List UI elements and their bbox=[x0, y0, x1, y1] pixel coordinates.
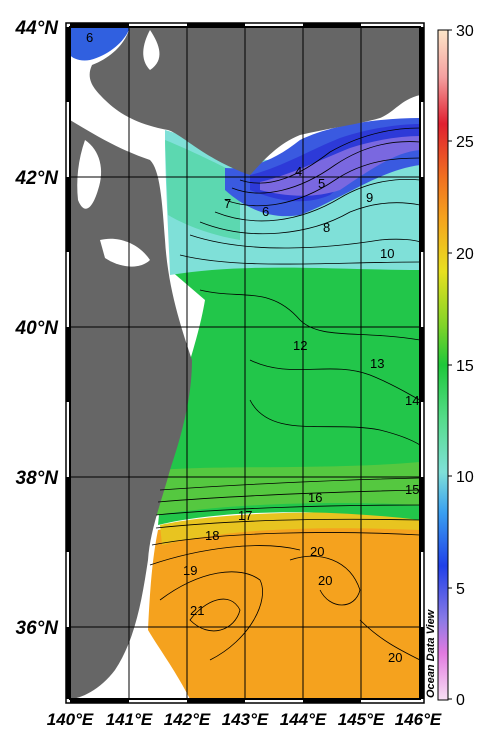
map-plot: 6 4 5 7 6 9 8 10 12 13 14 16 15 17 18 19… bbox=[70, 27, 420, 699]
lat-label: 42°N bbox=[15, 168, 60, 189]
colorbar: 30 25 20 15 10 5 0 bbox=[437, 23, 474, 709]
contour-lines bbox=[149, 127, 420, 661]
colorbar-tick-label: 25 bbox=[456, 134, 474, 151]
contour-label: 20 bbox=[318, 573, 332, 588]
lat-label: 36°N bbox=[16, 618, 60, 639]
contour-label: 8 bbox=[323, 220, 330, 235]
lon-label: 146°E bbox=[395, 710, 442, 729]
lon-label: 143°E bbox=[222, 710, 269, 729]
border-ticks bbox=[66, 23, 424, 703]
contour-label: 6 bbox=[86, 30, 93, 45]
lon-label: 141°E bbox=[106, 710, 153, 729]
contour-label: 19 bbox=[183, 563, 197, 578]
colorbar-tick-label: 20 bbox=[456, 246, 474, 263]
contour-label: 21 bbox=[190, 603, 204, 618]
contour-label: 5 bbox=[318, 176, 325, 191]
colorbar-ramp bbox=[437, 29, 449, 701]
contour-label: 20 bbox=[310, 544, 324, 559]
lat-label: 38°N bbox=[16, 468, 60, 489]
lat-label: 44°N bbox=[15, 18, 60, 39]
contour-label: 9 bbox=[366, 190, 373, 205]
contour-label: 13 bbox=[370, 356, 384, 371]
map-border bbox=[65, 22, 425, 704]
lon-label: 140°E bbox=[47, 710, 94, 729]
lon-label: 144°E bbox=[280, 710, 327, 729]
contour-label: 17 bbox=[238, 508, 252, 523]
colorbar-tick-label: 0 bbox=[456, 692, 465, 709]
map-frame bbox=[69, 26, 421, 700]
colorbar-tick-label: 10 bbox=[456, 469, 474, 486]
lat-label: 40°N bbox=[15, 318, 60, 339]
lon-label: 142°E bbox=[164, 710, 211, 729]
contour-label: 7 bbox=[224, 196, 231, 211]
watermark-text: Ocean Data View bbox=[425, 608, 437, 698]
lon-label: 145°E bbox=[338, 710, 385, 729]
colorbar-tick-label: 5 bbox=[456, 581, 465, 598]
contour-label-group: 6 4 5 7 6 9 8 10 12 13 14 16 15 17 18 19… bbox=[86, 30, 419, 665]
colorbar-tick-label: 30 bbox=[456, 23, 474, 40]
contour-label: 4 bbox=[295, 164, 302, 179]
contour-label: 10 bbox=[380, 246, 394, 261]
lat-axis: 44°N 42°N 40°N 38°N 36°N bbox=[15, 18, 60, 639]
contour-label: 12 bbox=[293, 338, 307, 353]
lon-axis: 140°E 141°E 142°E 143°E 144°E 145°E 146°… bbox=[47, 710, 442, 729]
colorbar-tick-label: 15 bbox=[456, 358, 474, 375]
graticule bbox=[70, 27, 420, 699]
land bbox=[70, 27, 420, 699]
contour-label: 18 bbox=[205, 528, 219, 543]
contour-label: 15 bbox=[405, 482, 419, 497]
contour-label: 14 bbox=[405, 393, 419, 408]
contour-label: 16 bbox=[308, 490, 322, 505]
contour-label: 6 bbox=[262, 204, 269, 219]
contour-label: 20 bbox=[388, 650, 402, 665]
